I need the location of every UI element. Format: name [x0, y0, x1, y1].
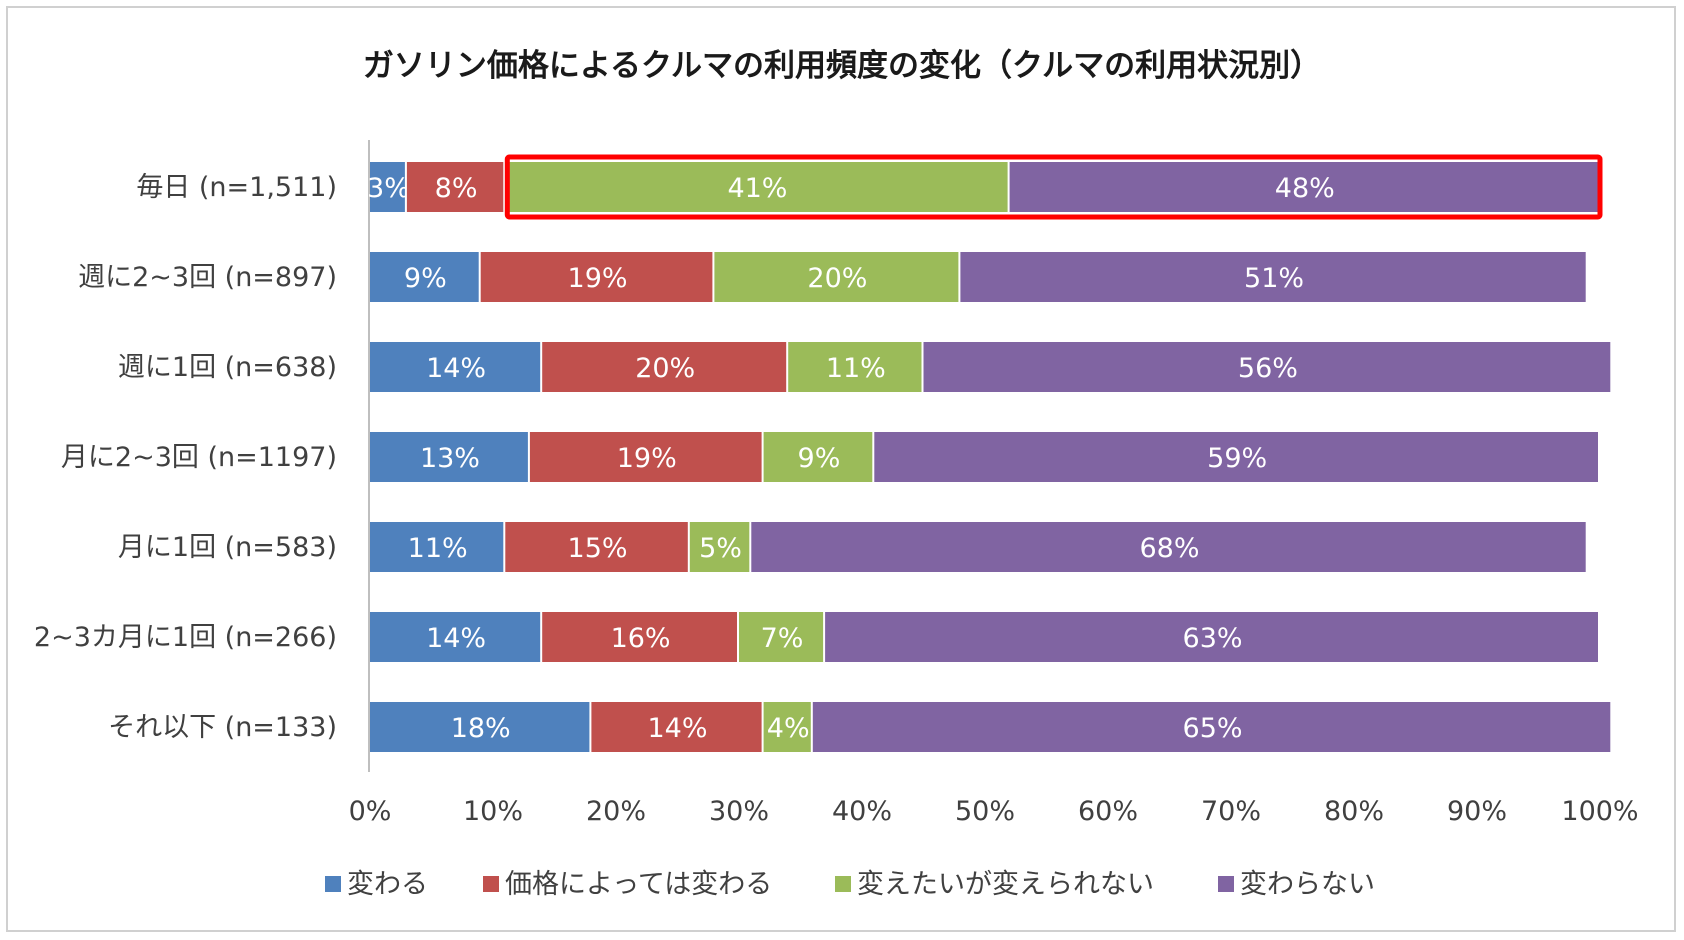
x-tick-label: 20% [586, 796, 646, 827]
category-label: 月に2~3回 (n=1197) [61, 442, 337, 473]
x-tick-label: 100% [1561, 796, 1638, 827]
x-tick-label: 60% [1078, 796, 1138, 827]
data-label: 15% [568, 533, 628, 564]
legend-swatch [483, 876, 499, 892]
bar-segment [960, 252, 1586, 302]
data-label: 51% [1244, 263, 1304, 294]
data-label: 9% [404, 263, 447, 294]
bar-segment [751, 522, 1586, 572]
data-label: 11% [826, 353, 886, 384]
data-label: 14% [647, 713, 707, 744]
data-label: 41% [727, 173, 787, 204]
legend-swatch [835, 876, 851, 892]
legend-swatch [325, 876, 341, 892]
bar-segment [714, 252, 959, 302]
bar-segment [788, 342, 922, 392]
data-label: 14% [426, 623, 486, 654]
x-tick-label: 30% [709, 796, 769, 827]
bar-segment [370, 342, 541, 392]
data-label: 14% [426, 353, 486, 384]
data-label: 20% [807, 263, 867, 294]
bar-segment [505, 162, 1008, 212]
category-label: 毎日 (n=1,511) [136, 172, 337, 203]
data-label: 19% [568, 263, 628, 294]
data-label: 59% [1207, 443, 1267, 474]
category-label: 月に1回 (n=583) [118, 532, 337, 563]
x-tick-label: 90% [1447, 796, 1507, 827]
bar-segment [825, 612, 1598, 662]
x-tick-label: 0% [349, 796, 392, 827]
bar-segment [370, 252, 479, 302]
bar-segment [763, 432, 873, 482]
data-label: 20% [635, 353, 695, 384]
bar-segment [1009, 162, 1598, 212]
legend-label: 変わる [347, 869, 428, 900]
bar-segment [591, 702, 762, 752]
bar-segment [689, 522, 750, 572]
data-label: 16% [611, 623, 671, 654]
bar-segment [812, 702, 1611, 752]
chart-title: ガソリン価格によるクルマの利用頻度の変化（クルマの利用状況別） [362, 48, 1322, 84]
x-tick-label: 80% [1324, 796, 1384, 827]
data-label: 56% [1238, 353, 1298, 384]
bar-segment [370, 522, 504, 572]
bar-segment [542, 612, 737, 662]
bar-segment [739, 612, 824, 662]
bar-segment [370, 162, 405, 212]
data-label: 19% [617, 443, 677, 474]
category-label: 週に2~3回 (n=897) [78, 262, 337, 293]
data-label: 11% [408, 533, 468, 564]
data-label: 3% [367, 173, 410, 204]
bar-segment [542, 342, 787, 392]
bar-segment [370, 612, 541, 662]
data-label: 63% [1183, 623, 1243, 654]
bar-segment [763, 702, 811, 752]
data-label: 7% [761, 623, 804, 654]
x-tick-label: 10% [463, 796, 523, 827]
bar-segment [370, 702, 590, 752]
bar-segment [529, 432, 762, 482]
category-label: 週に1回 (n=638) [118, 352, 337, 383]
x-tick-label: 40% [832, 796, 892, 827]
data-label: 5% [699, 533, 742, 564]
legend-label: 価格によっては変わる [505, 869, 772, 900]
bar-segment [370, 432, 528, 482]
data-label: 13% [420, 443, 480, 474]
bar-segment [505, 522, 688, 572]
data-label: 48% [1275, 173, 1335, 204]
bar-segment [406, 162, 504, 212]
highlight-box [504, 154, 1603, 220]
legend-label: 変わらない [1240, 869, 1375, 900]
data-label: 18% [451, 713, 511, 744]
bar-segment [874, 432, 1598, 482]
legend-swatch [1218, 876, 1234, 892]
data-label: 68% [1139, 533, 1199, 564]
category-label: 2~3カ月に1回 (n=266) [34, 622, 337, 653]
data-label: 8% [435, 173, 478, 204]
x-tick-label: 70% [1201, 796, 1261, 827]
data-label: 9% [798, 443, 841, 474]
category-label: それ以下 (n=133) [108, 712, 337, 743]
bar-segment [923, 342, 1611, 392]
data-label: 4% [767, 713, 810, 744]
bar-segment [480, 252, 713, 302]
legend-label: 変えたいが変えられない [857, 869, 1154, 900]
x-tick-label: 50% [955, 796, 1015, 827]
data-label: 65% [1183, 713, 1243, 744]
